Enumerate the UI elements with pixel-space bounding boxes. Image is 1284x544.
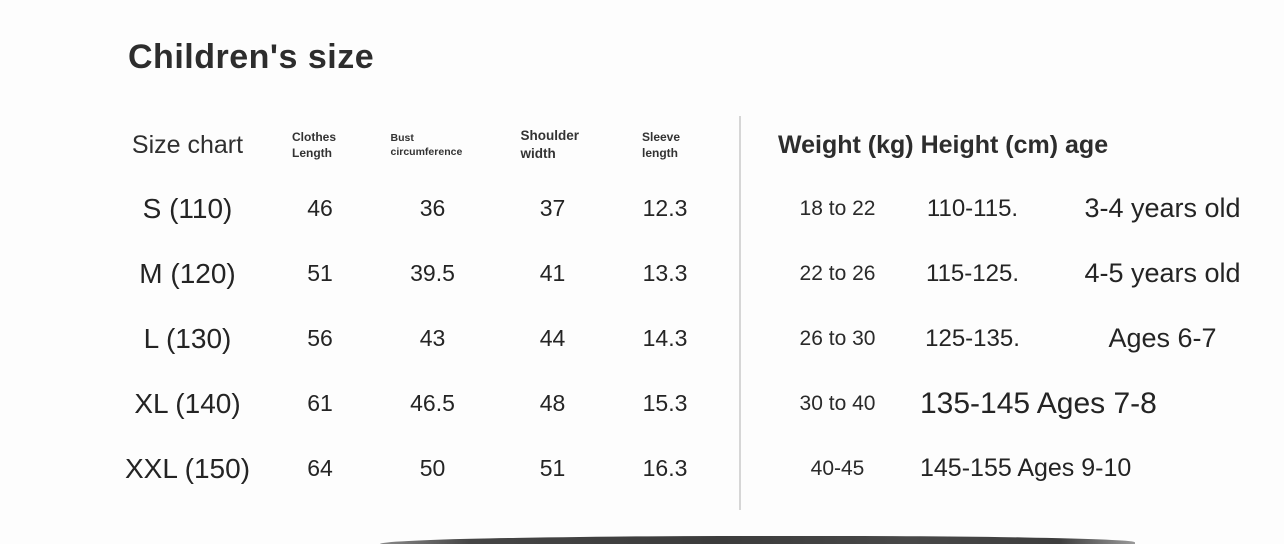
column-header-shoulder-width-label: Shoulder width	[520, 127, 580, 161]
size-cell: XL (140)	[134, 387, 241, 419]
weight-cell: 18 to 22	[799, 196, 876, 220]
clothes-length-cell: 56	[307, 325, 333, 351]
bust-cell: 43	[419, 325, 446, 351]
clothes-length-cell: 64	[307, 455, 333, 481]
weight-cell: 40-45	[810, 456, 865, 480]
column-header-bust-circumference-label: Bust circumference	[390, 131, 463, 158]
vertical-divider	[739, 116, 741, 510]
size-cell: M (120)	[139, 257, 236, 289]
height-cell: 115-125.	[926, 259, 1019, 287]
sleeve-cell: 13.3	[642, 260, 688, 286]
column-header-size-chart: Size chart	[131, 130, 244, 159]
bust-cell: 50	[419, 455, 446, 481]
clothes-length-cell: 61	[307, 390, 333, 416]
height-age-cell: 135-145 Ages 7-8	[920, 386, 1157, 420]
height-cell: 125-135.	[925, 324, 1020, 352]
age-cell: 3-4 years old	[1084, 193, 1241, 223]
age-cell: 4-5 years old	[1084, 258, 1241, 288]
column-header-shoulder-width: Shoulder width	[521, 127, 585, 163]
column-header-clothes-length: Clothes Length	[292, 129, 348, 161]
column-header-sleeve-length-label: Sleeve length	[642, 129, 681, 160]
height-cell: 110-115.	[926, 194, 1019, 222]
clothes-length-cell: 46	[307, 195, 333, 221]
weight-cell: 22 to 26	[799, 261, 876, 285]
shoulder-cell: 51	[539, 455, 566, 481]
fit-table-header: Weight (kg) Height (cm) age	[778, 130, 1109, 159]
size-cell: S (110)	[142, 192, 233, 224]
bust-cell: 39.5	[410, 260, 455, 286]
shoulder-cell: 37	[539, 195, 566, 221]
weight-height-age-table: Weight (kg) Height (cm) age 18 to 22 110…	[775, 114, 1280, 501]
shoulder-cell: 44	[539, 325, 566, 351]
shoulder-cell: 41	[539, 260, 566, 286]
page-title: Children's size	[128, 38, 375, 76]
weight-cell: 26 to 30	[799, 326, 876, 350]
cropped-photo-edge	[380, 536, 1135, 544]
shoulder-cell: 48	[539, 390, 566, 416]
column-header-sleeve-length: Sleeve length	[642, 129, 688, 161]
sleeve-cell: 14.3	[642, 325, 688, 351]
size-cell: L (130)	[143, 322, 232, 354]
sleeve-cell: 12.3	[642, 195, 688, 221]
sleeve-cell: 15.3	[642, 390, 688, 416]
age-cell: Ages 6-7	[1108, 323, 1217, 353]
bust-cell: 46.5	[410, 390, 455, 416]
size-measurements-table: Size chart Clothes Length Bust circumfer…	[105, 114, 720, 501]
column-header-clothes-length-label: Clothes Length	[292, 129, 337, 160]
bust-cell: 36	[419, 195, 446, 221]
weight-cell: 30 to 40	[799, 391, 876, 415]
size-cell: XXL (150)	[124, 452, 251, 484]
clothes-length-cell: 51	[307, 260, 333, 286]
column-header-bust-circumference: Bust circumference	[391, 131, 475, 159]
sleeve-cell: 16.3	[642, 455, 688, 481]
height-age-cell: 145-155 Ages 9-10	[920, 454, 1132, 482]
